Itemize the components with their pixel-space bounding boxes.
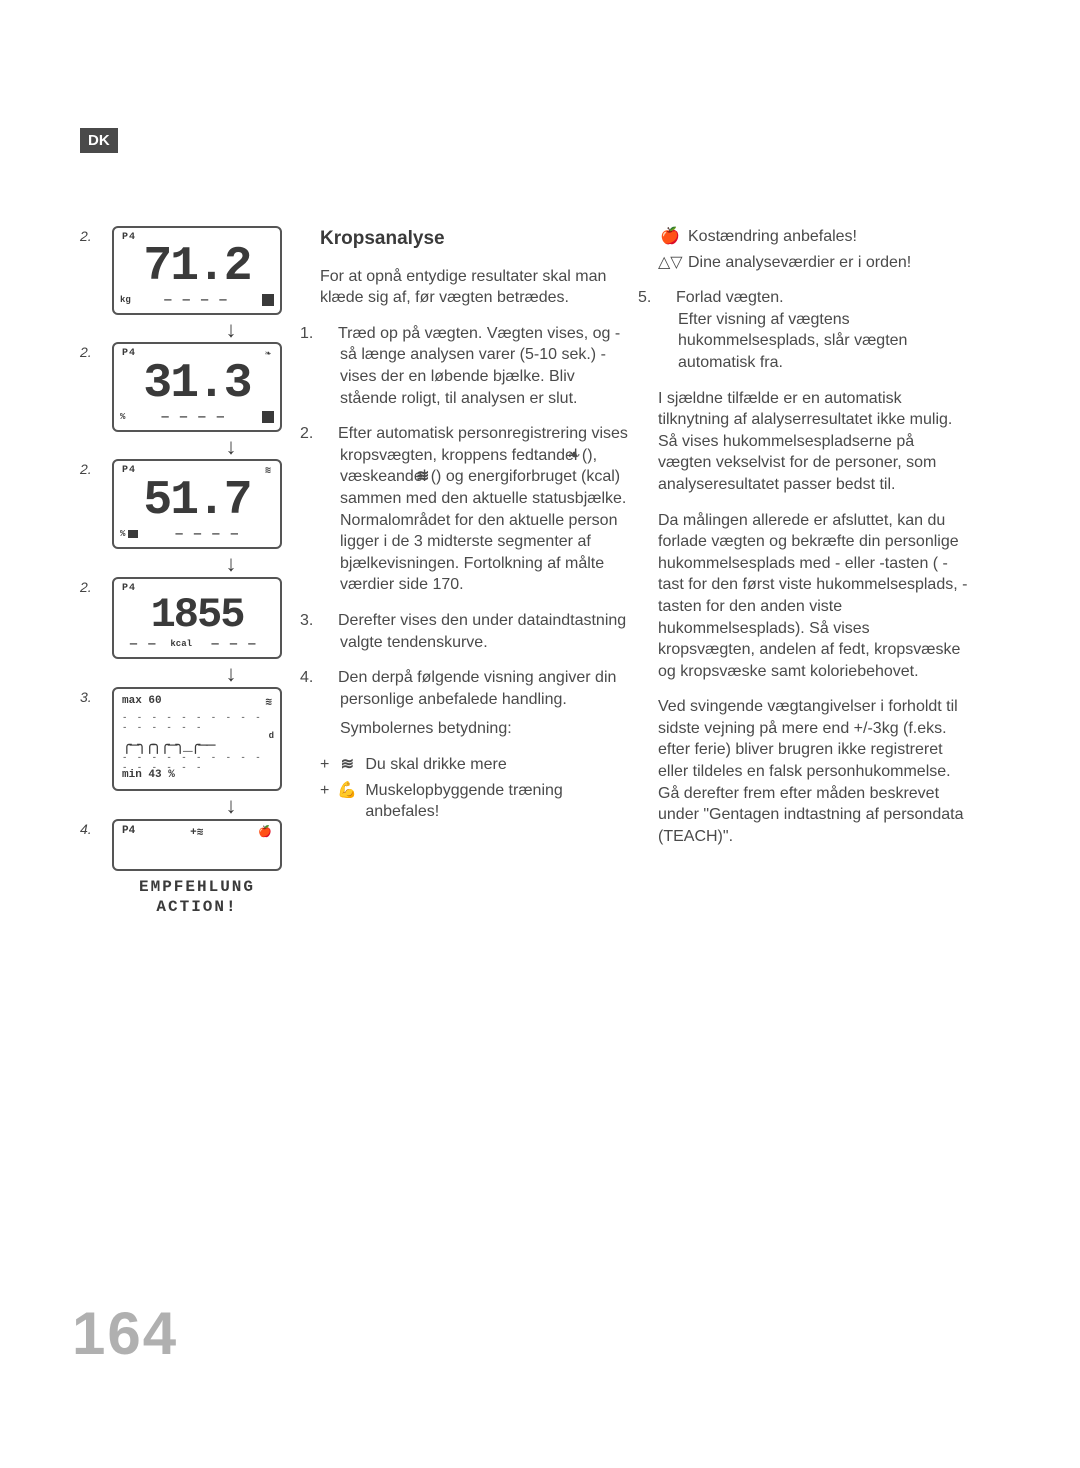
lcd-value: 1855 [120, 596, 274, 636]
page-content: 2. P4 71.2 kg — — — — ↓ 2. P4 ❧ 31.3 [80, 226, 1000, 918]
ok-icon: △▽ [658, 252, 682, 274]
profile-label: P4 [122, 825, 135, 865]
lcd-fat: P4 ❧ 31.3 % — — — — [112, 342, 282, 432]
step-num: 2. [80, 577, 112, 660]
display-action-row: 4. P4 +≋ 🍎 [80, 819, 292, 871]
fat-icon: ❧ [265, 348, 272, 360]
sym1-text: Du skal drikke mere [365, 754, 630, 776]
symbol-line-4: △▽ Dine analyseværdier er i orden! [658, 252, 968, 274]
water-icon: ≋ [265, 465, 272, 477]
water-icon: ≋ [265, 695, 272, 709]
arrow-down-icon: ↓ [170, 797, 292, 815]
step-num: 2. [80, 226, 112, 315]
sym4-text: Dine analyseværdier er i orden! [688, 252, 968, 274]
intro-paragraph: For at opnå entydige resulta­ter skal ma… [320, 266, 630, 309]
step-num: 2. [80, 342, 112, 432]
lcd-kcal: P4 1855 — — kcal — — — [112, 577, 282, 660]
paragraph-2: Da målingen allerede er afs­luttet, kan … [658, 510, 968, 683]
step-3: 3.Derefter vises den under dataindtastni… [320, 610, 630, 653]
bar-block [262, 294, 274, 306]
bar-dashes: — — — — [141, 527, 274, 541]
steps-list-cont: 5.Forlad vægten.Efter visning af vægtens… [658, 287, 968, 373]
paragraph-1: I sjældne tilfælde er en auto­matisk til… [658, 388, 968, 496]
symbol-line-2: + 💪 Muskelopbyggende træ­ning anbefales! [320, 780, 630, 823]
profile-label: P4 [122, 232, 136, 243]
step-5-text: Forlad vægten.Efter visning af vægtens h… [676, 289, 907, 371]
paragraph-3: Ved svingende vægtangivelser i forholdt … [658, 696, 968, 847]
d-label: d [269, 731, 274, 741]
bar-block [262, 411, 274, 423]
step-2: 2.Efter automatisk personre­gistrering v… [320, 423, 630, 596]
muscle-icon: 💪 [335, 780, 359, 823]
profile-label: P4 [122, 348, 136, 360]
text-column-mid: Kropsanalyse For at opnå entydige result… [320, 226, 630, 918]
steps-list: 1.Træd op på vægten. Vægten vises, og - … [320, 323, 630, 740]
max-val: 60 [148, 695, 161, 707]
language-badge: DK [80, 128, 118, 153]
food-icon: 🍎 [658, 226, 682, 248]
lcd-weight: P4 71.2 kg — — — — [112, 226, 282, 315]
display-trend-row: 3. max 60 ≋ - - - - - - - - - - - - - - … [80, 687, 292, 791]
display-water-row: 2. P4 ≋ 51.7 % — — — — [80, 459, 292, 549]
bar-dashes: — — — — [134, 293, 259, 307]
section-title: Kropsanalyse [320, 226, 630, 252]
step-5: 5.Forlad vægten.Efter visning af vægtens… [658, 287, 968, 373]
lcd-unit: kg [120, 295, 131, 305]
max-label: max [122, 695, 142, 707]
water-icon: ≋ [335, 754, 359, 776]
display-weight-row: 2. P4 71.2 kg — — — — [80, 226, 292, 315]
arrow-down-icon: ↓ [170, 438, 292, 456]
lcd-unit: % [120, 529, 125, 539]
lcd-trend: max 60 ≋ - - - - - - - - - - - - - - - -… [112, 687, 282, 791]
step-1-text: Træd op på vægten. Vægten vises, og - så… [338, 325, 620, 407]
sym3-text: Kostændring anbefales! [688, 226, 968, 248]
step-4-text: Den derpå følgende visning angiver din p… [338, 669, 616, 708]
action-left-icon: +≋ [190, 825, 203, 865]
bar-block [128, 530, 138, 538]
step-num: 4. [80, 819, 112, 871]
bar-dashes: — — [120, 637, 167, 651]
arrow-down-icon: ↓ [170, 555, 292, 573]
page-number: 164 [72, 1299, 178, 1368]
display-kcal-row: 2. P4 1855 — — kcal — — — [80, 577, 292, 660]
symbol-line-3: 🍎 Kostændring anbefales! [658, 226, 968, 248]
bar-dashes: — — — — [128, 410, 259, 424]
profile-label: P4 [122, 583, 136, 594]
food-icon: 🍎 [258, 825, 272, 865]
trend-graph: - - - - - - - - - - - - - - - - - - - - … [122, 713, 272, 765]
step-4: 4.Den derpå følgende visning angiver din… [320, 667, 630, 740]
plus-prefix: + [320, 754, 329, 776]
step-num: 2. [80, 459, 112, 549]
step-3-text: Derefter vises den under dataindtastning… [338, 612, 626, 651]
lcd-unit: kcal [170, 639, 192, 649]
step-1: 1.Træd op på vægten. Vægten vises, og - … [320, 323, 630, 409]
lcd-action: P4 +≋ 🍎 [112, 819, 282, 871]
arrow-down-icon: ↓ [170, 665, 292, 683]
profile-label: P4 [122, 465, 136, 477]
symbols-intro: Symbolernes betydning: [340, 718, 630, 740]
symbol-line-1: + ≋ Du skal drikke mere [320, 754, 630, 776]
step-num: 3. [80, 687, 112, 791]
lcd-value: 71.2 [120, 245, 274, 291]
action-line2: ACTION! [112, 897, 282, 918]
text-column-right: 🍎 Kostændring anbefales! △▽ Dine analyse… [658, 226, 968, 918]
sym2-text: Muskelopbyggende træ­ning anbefales! [365, 780, 630, 823]
plus-prefix: + [320, 780, 329, 823]
displays-column: 2. P4 71.2 kg — — — — ↓ 2. P4 ❧ 31.3 [80, 226, 292, 918]
display-fat-row: 2. P4 ❧ 31.3 % — — — — [80, 342, 292, 432]
lcd-unit: % [120, 412, 125, 422]
action-line1: EMPFEHLUNG [112, 877, 282, 898]
bar-dashes: — — — [195, 637, 274, 651]
lcd-water: P4 ≋ 51.7 % — — — — [112, 459, 282, 549]
lcd-value: 51.7 [120, 479, 274, 525]
step-2-text: Efter automatisk personre­gistrering vis… [338, 425, 628, 593]
arrow-down-icon: ↓ [170, 321, 292, 339]
lcd-value: 31.3 [120, 362, 274, 408]
action-text: EMPFEHLUNG ACTION! [112, 877, 282, 919]
